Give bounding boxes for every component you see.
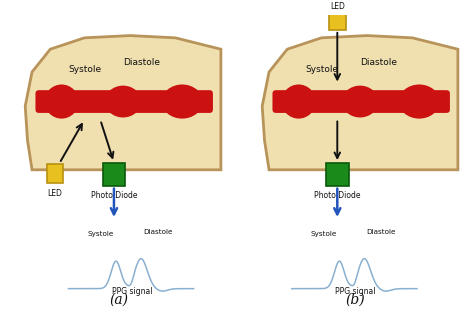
- Ellipse shape: [162, 84, 203, 119]
- Polygon shape: [25, 36, 221, 170]
- Text: Systole: Systole: [87, 231, 114, 237]
- Text: Diastole: Diastole: [143, 229, 173, 235]
- Text: LED: LED: [47, 189, 62, 198]
- Ellipse shape: [45, 84, 79, 119]
- Text: Systole: Systole: [68, 65, 101, 74]
- Text: Photo Diode: Photo Diode: [91, 191, 137, 200]
- FancyBboxPatch shape: [102, 163, 125, 186]
- FancyBboxPatch shape: [273, 90, 450, 113]
- FancyBboxPatch shape: [326, 163, 349, 186]
- Ellipse shape: [105, 86, 141, 117]
- Polygon shape: [262, 36, 458, 170]
- Text: Systole: Systole: [310, 231, 337, 237]
- Text: (b): (b): [346, 292, 365, 306]
- FancyBboxPatch shape: [329, 14, 346, 30]
- Ellipse shape: [399, 84, 440, 119]
- Ellipse shape: [282, 84, 316, 119]
- Ellipse shape: [342, 86, 378, 117]
- Text: (a): (a): [109, 292, 128, 306]
- Text: Systole: Systole: [305, 65, 338, 74]
- Text: Diastole: Diastole: [123, 58, 160, 67]
- FancyBboxPatch shape: [47, 164, 63, 184]
- Text: Diastole: Diastole: [360, 58, 397, 67]
- Text: Diastole: Diastole: [367, 229, 396, 235]
- Text: PPG signal: PPG signal: [112, 287, 153, 296]
- Text: Photo Diode: Photo Diode: [314, 191, 361, 200]
- FancyBboxPatch shape: [36, 90, 213, 113]
- Text: LED: LED: [330, 2, 345, 11]
- Text: PPG signal: PPG signal: [335, 287, 376, 296]
